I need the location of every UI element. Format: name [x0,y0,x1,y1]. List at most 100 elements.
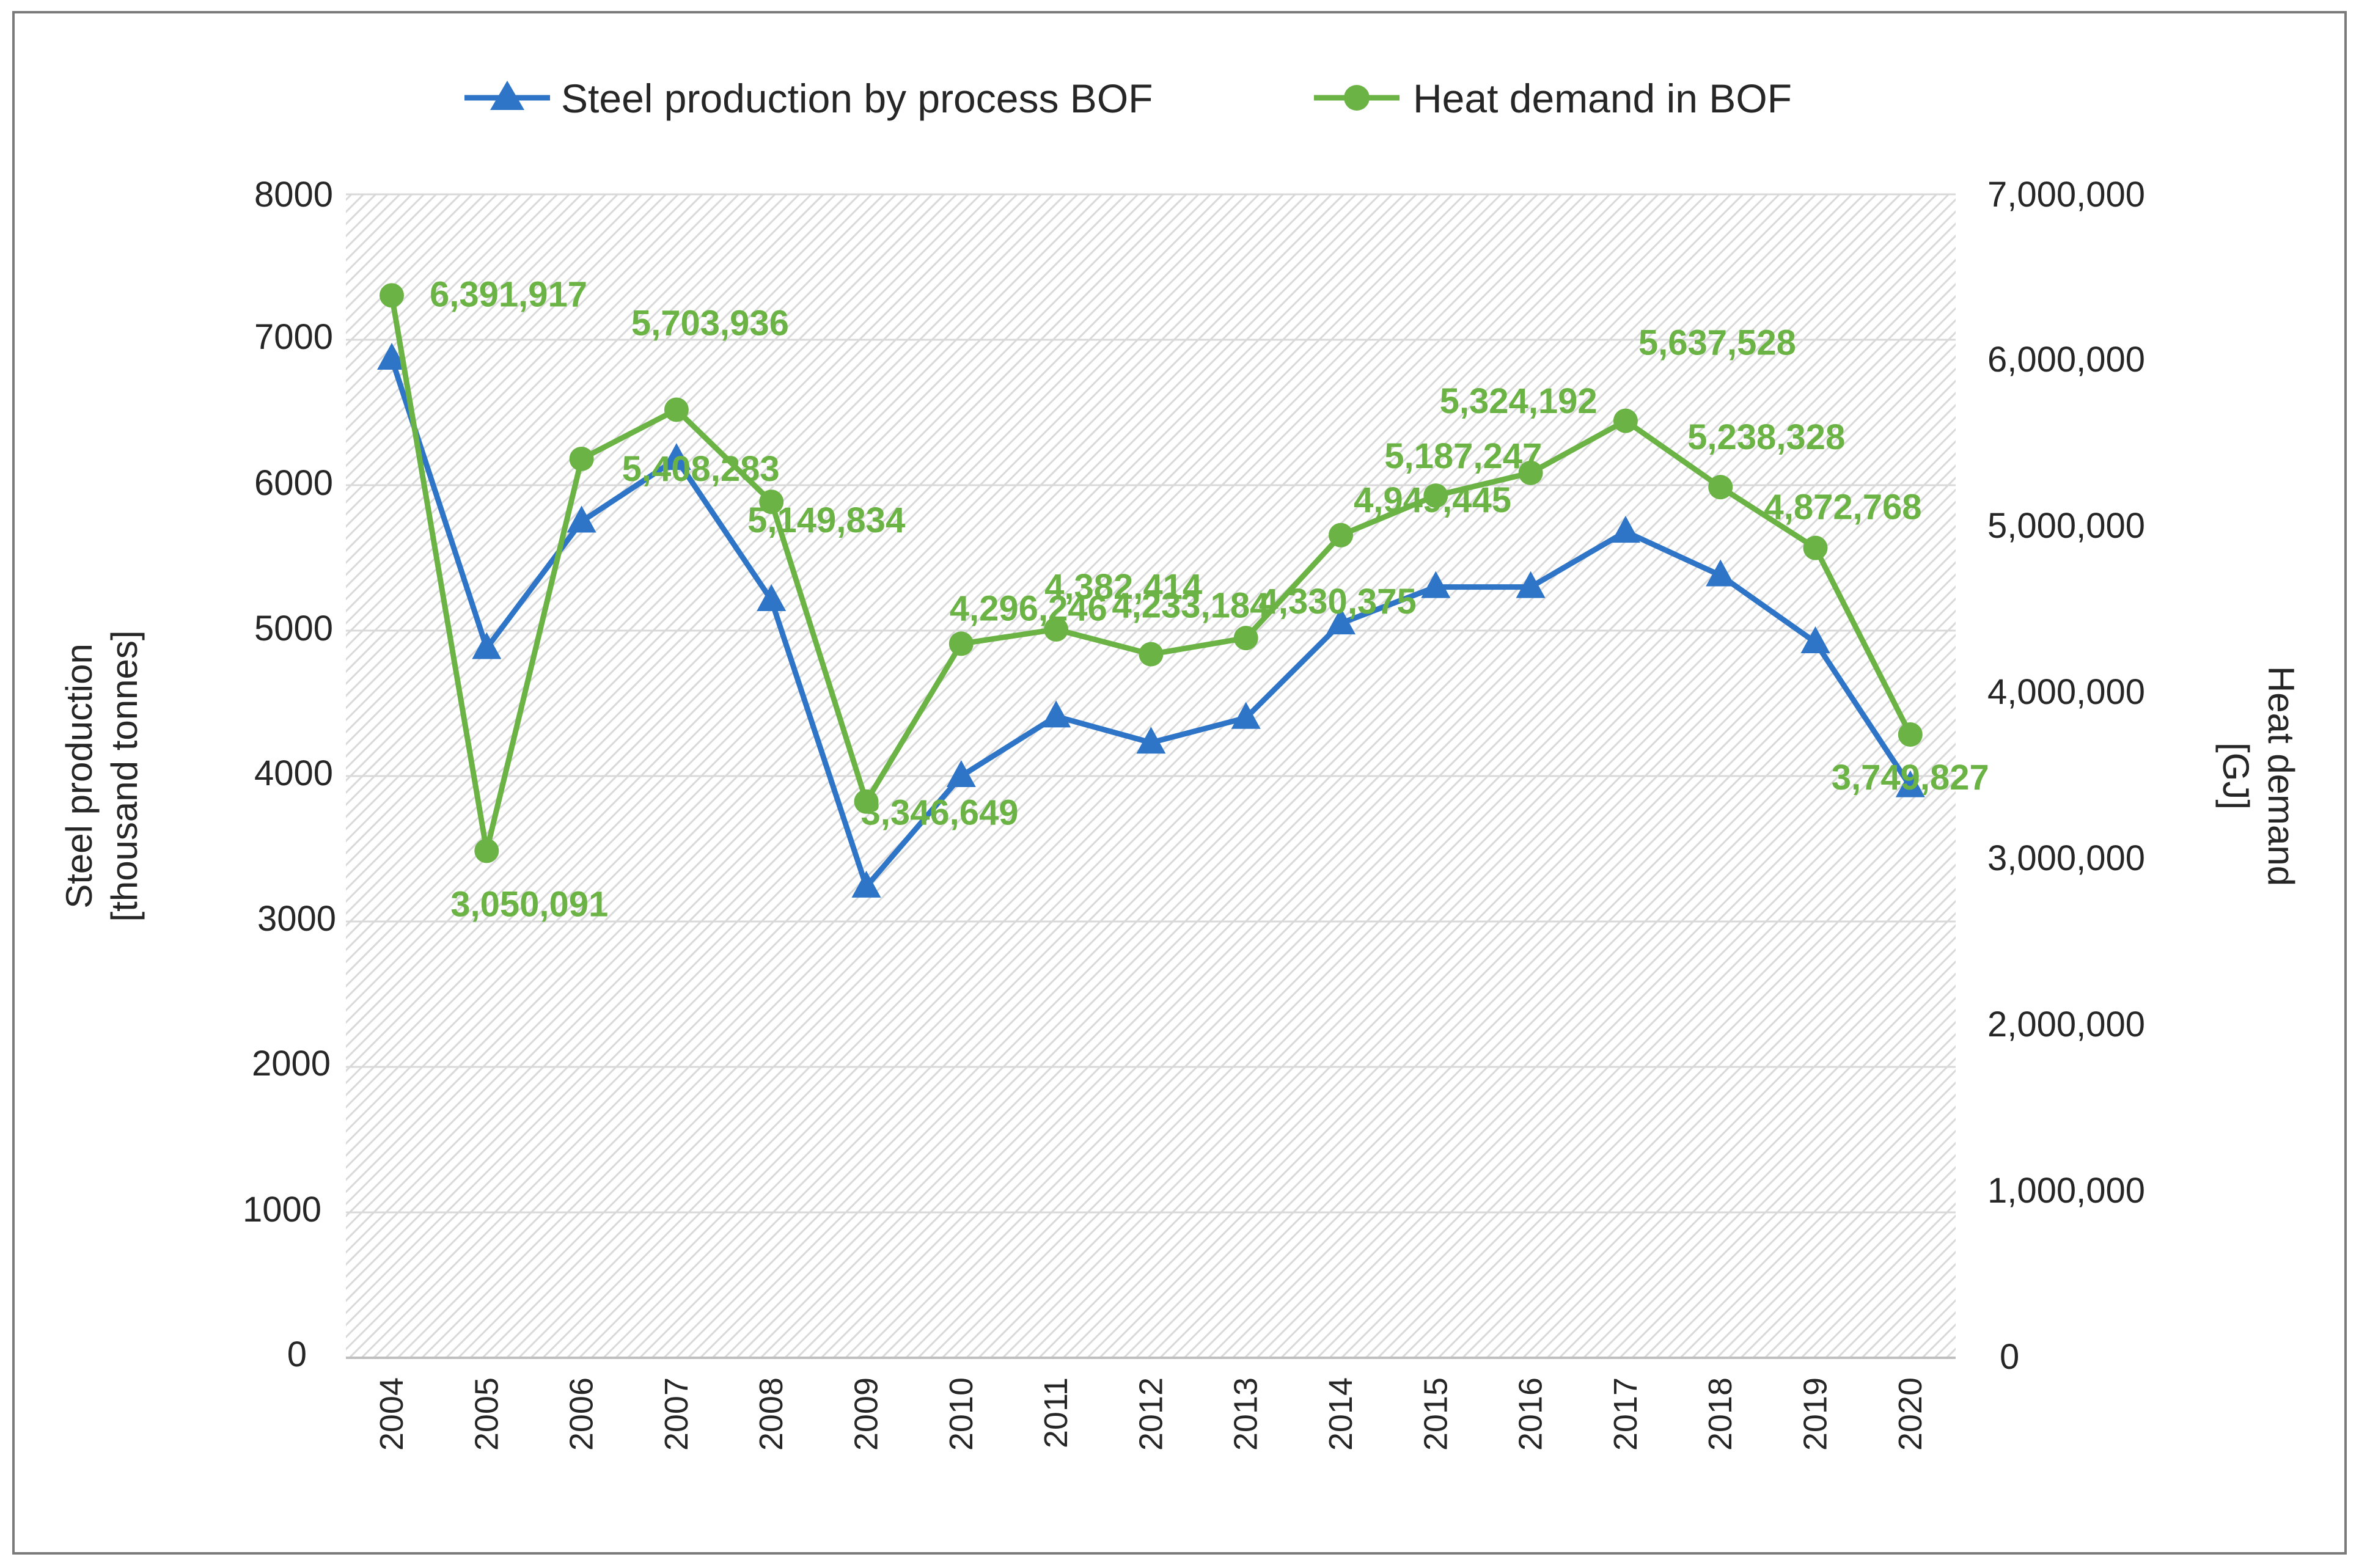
x-tick-label: 2011 [1038,1377,1074,1448]
y-right-tick: 7,000,000 [1987,175,2145,214]
steel-point [567,505,596,533]
heat-data-label: 5,238,328 [1687,417,1845,457]
heat-data-label: 5,703,936 [631,304,789,343]
y-left-tick: 7000 [254,317,333,357]
heat-data-label: 4,872,768 [1764,488,1921,527]
y-left-title-line1: Steel production [59,643,100,909]
y-right-title-line1: Heat demand [2261,666,2302,886]
heat-data-label: 3,749,827 [1832,758,1989,797]
heat-point [1898,722,1923,747]
heat-point [1803,535,1828,560]
x-tick-label: 2004 [373,1377,410,1451]
y-left-tick: 4000 [254,753,333,793]
steel-point [1231,702,1261,729]
legend-label-steel: Steel production by process BOF [561,76,1153,121]
y-left-tick-labels: 0 1000 2000 3000 4000 5000 6000 7000 800… [243,175,336,1374]
heat-data-label: 5,149,834 [747,500,905,540]
y-left-tick: 6000 [254,463,333,503]
y-left-tick: 0 [287,1335,307,1374]
steel-point [661,443,691,471]
y-left-tick: 5000 [254,609,333,648]
heat-point [1139,642,1164,667]
x-tick-label: 2019 [1797,1377,1834,1451]
heat-data-label: 3,346,649 [860,793,1018,833]
y-right-tick: 2,000,000 [1987,1005,2145,1044]
steel-point [757,584,787,612]
heat-point [380,283,404,308]
heat-point [1044,617,1069,642]
heat-point [474,838,499,863]
legend-label-heat: Heat demand in BOF [1413,76,1792,121]
y-left-tick: 1000 [243,1190,321,1229]
heat-data-label: 5,637,528 [1638,323,1796,363]
gridlines [346,193,1956,1214]
steel-point [472,632,502,659]
steel-point [1800,626,1830,654]
y-left-tick: 3000 [257,899,336,939]
steel-point [1041,700,1071,728]
x-tick-label: 2008 [753,1377,790,1451]
x-tick-label: 2016 [1513,1377,1549,1451]
legend: Steel production by process BOF Heat dem… [464,76,1792,121]
heat-point [1423,483,1448,508]
heat-data-label: 4,233,184 [1112,586,1269,626]
heat-point [1329,522,1353,548]
heat-point [948,631,974,656]
steel-point [1610,516,1640,543]
triangle-marker-icon [490,81,524,110]
x-tick-label: 2009 [848,1377,885,1451]
y-right-tick: 0 [2000,1337,2019,1377]
legend-item-heat[interactable]: Heat demand in BOF [1314,76,1792,121]
x-tick-label: 2006 [563,1377,600,1451]
y-right-axis-title: Heat demand [GJ] [2215,666,2302,886]
x-tick-label: 2014 [1323,1377,1359,1451]
y-right-tick: 6,000,000 [1987,340,2145,379]
y-right-tick: 5,000,000 [1987,506,2145,546]
steel-point [1706,559,1736,587]
heat-point [1708,475,1733,500]
y-right-tick-labels: 0 1,000,000 2,000,000 3,000,000 4,000,00… [1987,175,2145,1377]
heat-point [664,397,689,422]
heat-data-label: 4,330,375 [1259,582,1417,621]
legend-item-steel[interactable]: Steel production by process BOF [464,76,1153,121]
heat-point [1233,626,1258,651]
heat-data-label: 5,187,247 [1384,436,1542,476]
y-right-tick: 1,000,000 [1987,1171,2145,1211]
steel-point [1326,607,1356,635]
steel-point [1895,770,1925,797]
heat-data-labels: 6,391,917 3,050,091 5,408,283 5,703,936 5,14… [430,274,1989,924]
heat-data-label: 4,382,414 [1044,567,1202,607]
circle-marker-icon [1344,85,1370,111]
y-left-title-line2: [thousand tonnes] [104,630,145,921]
x-tick-label: 2007 [658,1377,695,1451]
x-tick-label: 2018 [1702,1377,1739,1451]
heat-point [1518,460,1543,485]
steel-point [1421,571,1451,598]
heat-point [569,446,594,471]
heat-point [759,489,784,515]
x-tick-label: 2012 [1132,1377,1169,1451]
heat-data-label: 6,391,917 [430,274,587,314]
steel-point [1136,727,1166,754]
series-heat-demand [380,283,1923,863]
heat-data-label: 5,408,283 [622,449,780,489]
heat-data-label: 4,949,445 [1354,480,1511,520]
steel-point [851,870,881,898]
y-left-tick: 2000 [252,1044,331,1083]
heat-data-label: 5,324,192 [1440,381,1598,421]
x-tick-label: 2020 [1892,1377,1929,1451]
x-tick-label: 2017 [1607,1377,1644,1451]
x-tick-label: 2010 [943,1377,980,1451]
heat-data-label: 4,296,246 [950,588,1107,628]
y-right-tick: 4,000,000 [1987,672,2145,712]
heat-point [1613,408,1638,433]
steel-point [946,760,976,787]
y-right-title-line2: [GJ] [2215,742,2256,810]
heat-data-label: 3,050,091 [450,884,608,924]
x-tick-labels: 2004 2005 2006 2007 2008 2009 2010 2011 2012 2013… [373,1377,1929,1451]
x-tick-label: 2015 [1417,1377,1454,1451]
heat-point [854,789,879,814]
x-tick-label: 2005 [468,1377,505,1451]
series-steel-production [377,342,1925,898]
